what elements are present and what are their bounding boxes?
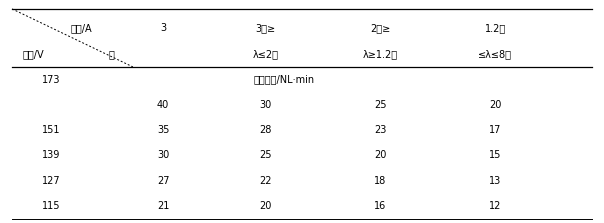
Text: ≤λ≤8千: ≤λ≤8千 bbox=[478, 50, 512, 60]
Text: 151: 151 bbox=[42, 125, 60, 135]
Text: 20: 20 bbox=[489, 100, 501, 110]
Text: 3: 3 bbox=[160, 23, 166, 33]
Text: 氩气流量/NL·min: 氩气流量/NL·min bbox=[253, 74, 315, 85]
Text: 173: 173 bbox=[42, 74, 60, 85]
Text: 12: 12 bbox=[489, 201, 501, 211]
Text: λ≥1.2万: λ≥1.2万 bbox=[363, 50, 398, 60]
Text: 21: 21 bbox=[157, 201, 169, 211]
Text: 28: 28 bbox=[260, 125, 272, 135]
Text: 18: 18 bbox=[374, 176, 387, 186]
Text: 40: 40 bbox=[157, 100, 169, 110]
Text: 139: 139 bbox=[42, 150, 60, 160]
Text: 电压/V: 电压/V bbox=[22, 50, 44, 60]
Text: 23: 23 bbox=[374, 125, 387, 135]
Text: 16: 16 bbox=[374, 201, 387, 211]
Text: 万: 万 bbox=[109, 50, 115, 60]
Text: 27: 27 bbox=[157, 176, 169, 186]
Text: 2万≥: 2万≥ bbox=[370, 23, 391, 33]
Text: 电流/A: 电流/A bbox=[71, 23, 92, 33]
Text: 3万≥: 3万≥ bbox=[255, 23, 276, 33]
Text: 17: 17 bbox=[489, 125, 501, 135]
Text: 20: 20 bbox=[260, 201, 272, 211]
Text: 20: 20 bbox=[374, 150, 387, 160]
Text: 127: 127 bbox=[42, 176, 60, 186]
Text: 15: 15 bbox=[489, 150, 501, 160]
Text: 115: 115 bbox=[42, 201, 60, 211]
Text: 25: 25 bbox=[374, 100, 387, 110]
Text: 22: 22 bbox=[260, 176, 272, 186]
Text: 30: 30 bbox=[157, 150, 169, 160]
Text: λ≤2万: λ≤2万 bbox=[252, 50, 279, 60]
Text: 25: 25 bbox=[260, 150, 272, 160]
Text: 35: 35 bbox=[157, 125, 169, 135]
Text: 13: 13 bbox=[489, 176, 501, 186]
Text: 1.2万: 1.2万 bbox=[484, 23, 506, 33]
Text: 30: 30 bbox=[260, 100, 272, 110]
